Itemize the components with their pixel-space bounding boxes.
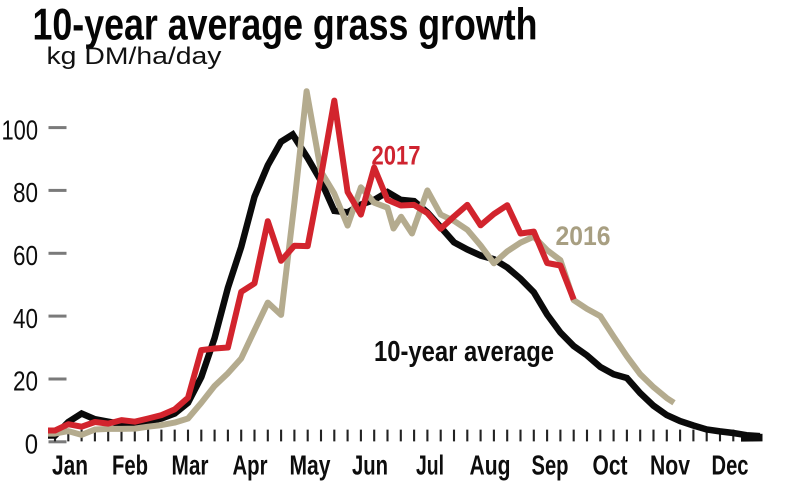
svg-text:Dec: Dec: [712, 449, 749, 480]
svg-text:40: 40: [13, 303, 38, 334]
svg-text:Apr: Apr: [233, 449, 268, 480]
svg-text:Aug: Aug: [470, 449, 511, 480]
svg-text:Feb: Feb: [112, 449, 148, 480]
svg-text:2017: 2017: [372, 141, 421, 171]
svg-text:60: 60: [13, 240, 38, 271]
svg-text:10-year average grass growth: 10-year average grass growth: [33, 1, 538, 50]
svg-text:Sep: Sep: [532, 449, 569, 480]
svg-text:May: May: [290, 449, 332, 480]
svg-text:2016: 2016: [556, 221, 611, 251]
svg-text:Oct: Oct: [593, 449, 628, 480]
svg-text:10-year average: 10-year average: [374, 336, 554, 368]
svg-text:Mar: Mar: [172, 449, 209, 480]
svg-text:Jun: Jun: [352, 449, 388, 480]
svg-text:100: 100: [2, 114, 39, 145]
svg-text:Nov: Nov: [650, 449, 691, 480]
svg-text:80: 80: [13, 177, 38, 208]
svg-text:Jan: Jan: [52, 449, 88, 480]
svg-text:0: 0: [25, 429, 38, 460]
svg-text:20: 20: [13, 366, 38, 397]
svg-text:kg DM/ha/day: kg DM/ha/day: [47, 43, 222, 70]
svg-text:Jul: Jul: [416, 449, 444, 480]
